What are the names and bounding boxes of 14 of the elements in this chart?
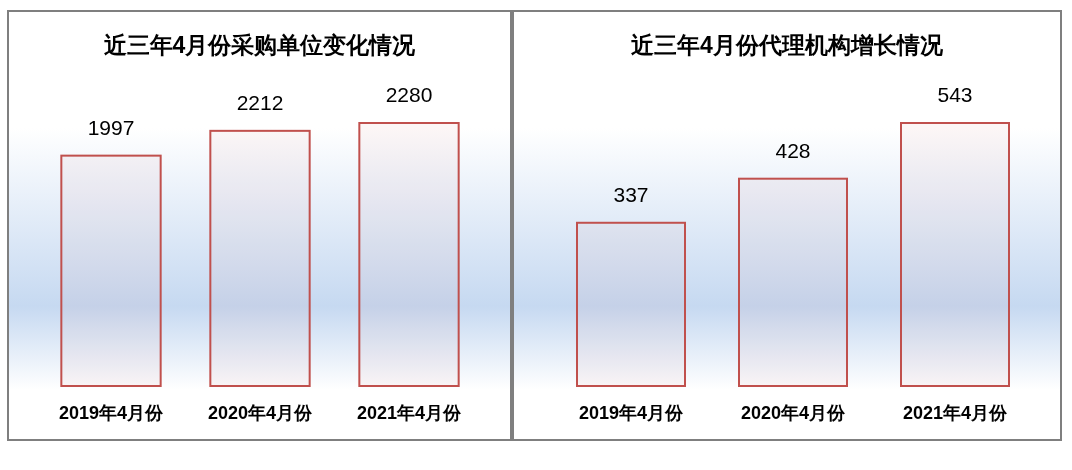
x-tick-label: 2020年4月份: [207, 403, 314, 423]
chart-title: 近三年4月份采购单位变化情况: [102, 32, 417, 58]
x-tick-label: 2021年4月份: [356, 403, 463, 423]
data-label: 2212: [236, 90, 284, 114]
x-tick-label: 2019年4月份: [578, 403, 685, 423]
data-label: 1997: [87, 115, 135, 139]
data-label: 337: [613, 182, 649, 206]
x-tick-label: 2020年4月份: [740, 403, 847, 423]
data-label: 543: [937, 83, 973, 106]
data-label: 2280: [385, 83, 433, 106]
chart-title: 近三年4月份代理机构增长情况: [630, 32, 944, 58]
data-label: 428: [775, 138, 811, 162]
x-tick-label: 2021年4月份: [902, 403, 1009, 423]
x-tick-label: 2019年4月份: [58, 403, 165, 423]
